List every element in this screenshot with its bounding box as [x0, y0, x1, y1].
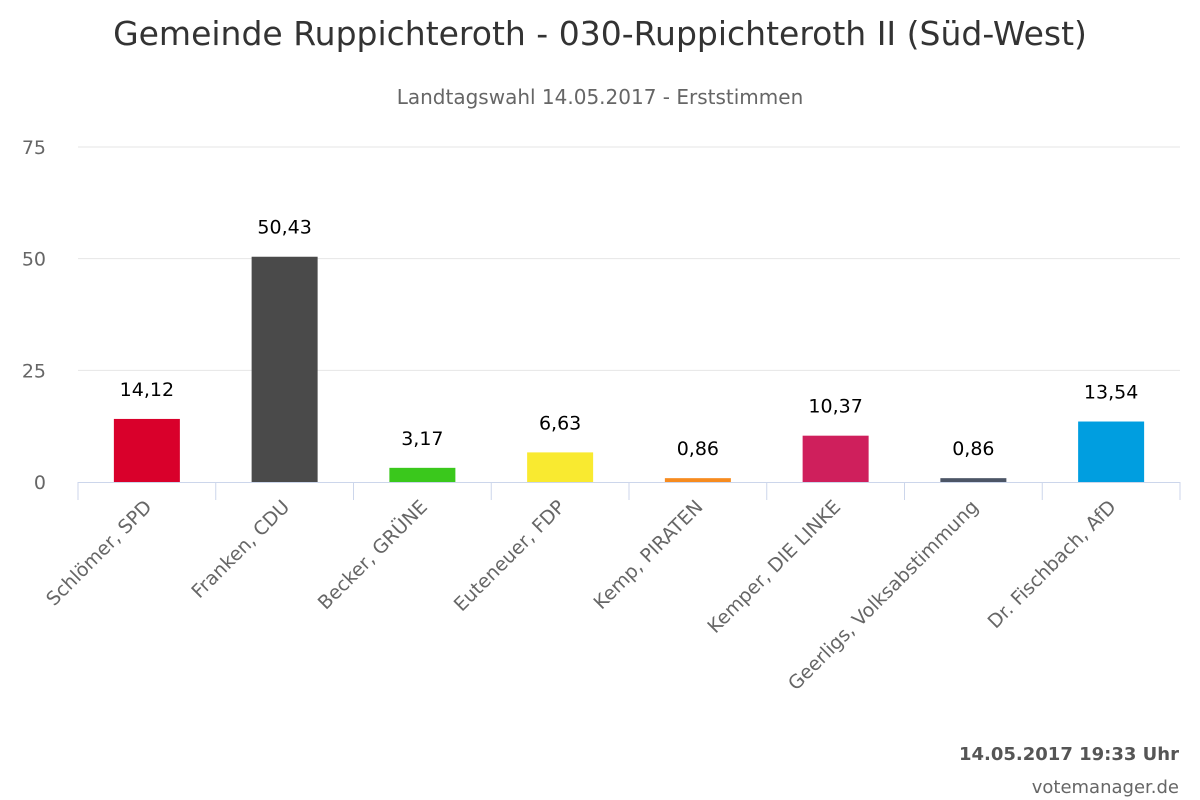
- data-label: 14,12: [120, 379, 174, 401]
- data-label: 0,86: [952, 438, 994, 460]
- x-tick-label: Becker, GRÜNE: [313, 495, 432, 614]
- bar: [940, 478, 1007, 482]
- y-tick-label: 25: [22, 360, 46, 382]
- data-label: 0,86: [677, 438, 719, 460]
- x-tick-label: Dr. Fischbach, AfD: [984, 496, 1121, 633]
- bar: [664, 478, 731, 482]
- source-credit: votemanager.de: [1031, 777, 1179, 798]
- y-tick-label: 50: [22, 249, 46, 271]
- x-tick-label: Schlömer, SPD: [42, 496, 156, 610]
- grid-lines: [78, 146, 1180, 371]
- x-axis: [77, 482, 1181, 500]
- x-tick-label: Kemper, DIE LINKE: [703, 496, 845, 638]
- chart-title: Gemeinde Ruppichteroth - 030-Ruppichtero…: [113, 14, 1087, 53]
- bar: [1078, 421, 1145, 482]
- data-label: 50,43: [257, 217, 311, 239]
- y-tick-label: 0: [34, 472, 46, 494]
- y-axis-ticks: 0 25 50 75: [22, 137, 46, 494]
- data-label: 3,17: [401, 428, 443, 450]
- bar: [802, 435, 869, 482]
- bars: [113, 256, 1145, 482]
- x-axis-labels: Schlömer, SPD Franken, CDU Becker, GRÜNE Eu…: [42, 495, 1121, 695]
- data-labels: 14,12 50,43 3,17 6,63 0,86 10,37 0,86 13,54: [120, 217, 1139, 460]
- x-tick-label: Kemp, PIRATEN: [590, 496, 708, 614]
- x-tick-label: Euteneuer, FDP: [450, 496, 570, 616]
- bar: [389, 467, 456, 482]
- data-label: 10,37: [808, 396, 862, 418]
- data-label: 6,63: [539, 412, 581, 434]
- y-tick-label: 75: [22, 137, 46, 159]
- chart-subtitle: Landtagswahl 14.05.2017 - Erststimmen: [396, 85, 804, 109]
- bar: [113, 418, 180, 482]
- data-label: 13,54: [1084, 382, 1138, 404]
- bar: [527, 452, 594, 482]
- x-tick-label: Franken, CDU: [187, 496, 294, 603]
- timestamp: 14.05.2017 19:33 Uhr: [958, 744, 1179, 765]
- bar: [251, 256, 318, 482]
